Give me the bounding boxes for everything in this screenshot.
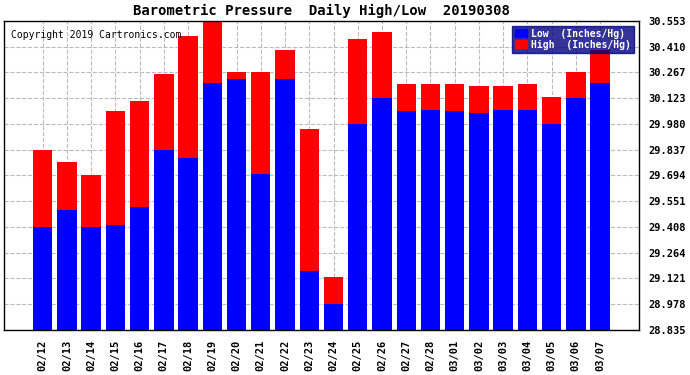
Bar [179,158,198,330]
Legend: Low  (Inches/Hg), High  (Inches/Hg): Low (Inches/Hg), High (Inches/Hg) [513,26,633,53]
Bar [324,277,343,330]
Bar [299,129,319,330]
Bar [33,227,52,330]
Bar [373,32,392,330]
Bar [251,174,270,330]
Bar [542,124,561,330]
Bar [299,272,319,330]
Bar [397,111,416,330]
Bar [566,98,586,330]
Bar [566,72,586,330]
Bar [227,72,246,330]
Bar [591,50,610,330]
Bar [81,176,101,330]
Bar [130,207,149,330]
Bar [203,21,222,330]
Bar [518,84,537,330]
Bar [493,110,513,330]
Text: Copyright 2019 Cartronics.com: Copyright 2019 Cartronics.com [10,30,181,40]
Bar [348,124,368,330]
Bar [154,150,174,330]
Bar [445,84,464,330]
Bar [275,50,295,330]
Bar [275,79,295,330]
Title: Barometric Pressure  Daily High/Low  20190308: Barometric Pressure Daily High/Low 20190… [133,4,510,18]
Bar [445,111,464,330]
Bar [397,84,416,330]
Bar [57,210,77,330]
Bar [106,111,125,330]
Bar [469,86,489,330]
Bar [227,79,246,330]
Bar [421,84,440,330]
Bar [203,82,222,330]
Bar [373,98,392,330]
Bar [591,82,610,330]
Bar [518,110,537,330]
Bar [469,113,489,330]
Bar [348,39,368,330]
Bar [324,304,343,330]
Bar [33,150,52,330]
Bar [81,227,101,330]
Bar [179,36,198,330]
Bar [493,86,513,330]
Bar [154,74,174,330]
Bar [251,72,270,330]
Bar [106,225,125,330]
Bar [542,97,561,330]
Bar [57,162,77,330]
Bar [421,110,440,330]
Bar [130,100,149,330]
